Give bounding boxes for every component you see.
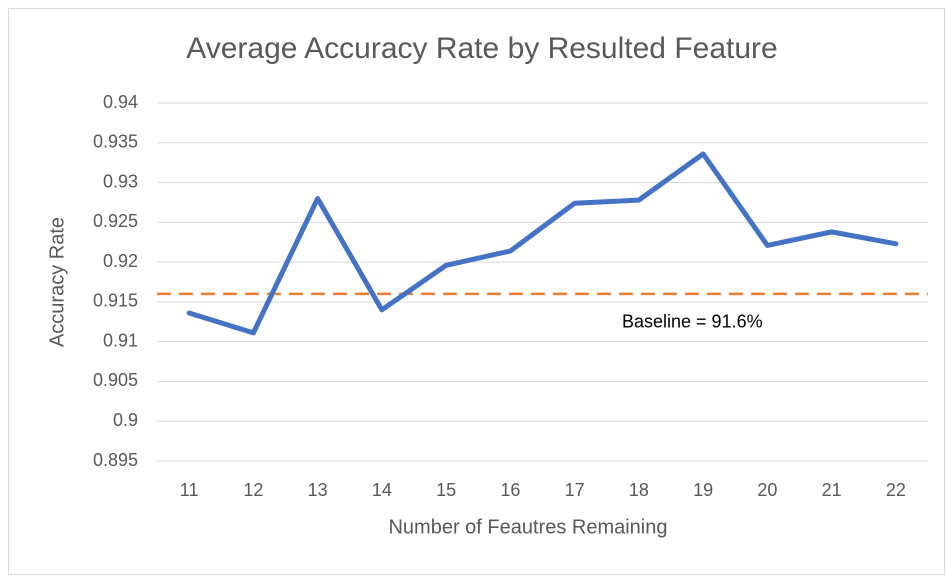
y-tick-label: 0.93 [103,171,138,191]
x-tick-label: 20 [757,480,777,500]
y-axis-label: Accuracy Rate [46,217,68,347]
x-tick-label: 18 [629,480,649,500]
y-tick-label: 0.94 [103,92,138,112]
x-tick-label: 17 [565,480,585,500]
y-tick-label: 0.915 [93,291,138,311]
y-tick-label: 0.92 [103,251,138,271]
x-tick-label: 14 [372,480,392,500]
x-tick-label: 19 [693,480,713,500]
x-tick-label: 15 [436,480,456,500]
x-tick-label: 22 [886,480,906,500]
x-tick-label: 16 [500,480,520,500]
baseline-label: Baseline = 91.6% [622,312,763,332]
x-tick-label: 12 [243,480,263,500]
y-tick-label: 0.935 [93,132,138,152]
chart-border [8,8,945,575]
x-axis-label: Number of Feautres Remaining [388,516,667,538]
series-line [186,151,899,336]
y-tick-label: 0.905 [93,370,138,390]
x-tick-label: 13 [308,480,328,500]
y-tick-label: 0.895 [93,450,138,470]
y-tick-label: 0.9 [113,410,138,430]
chart-title: Average Accuracy Rate by Resulted Featur… [186,32,777,65]
y-tick-label: 0.925 [93,211,138,231]
x-tick-label: 21 [822,480,842,500]
x-tick-label: 11 [180,480,199,500]
y-tick-label: 0.91 [103,330,138,350]
